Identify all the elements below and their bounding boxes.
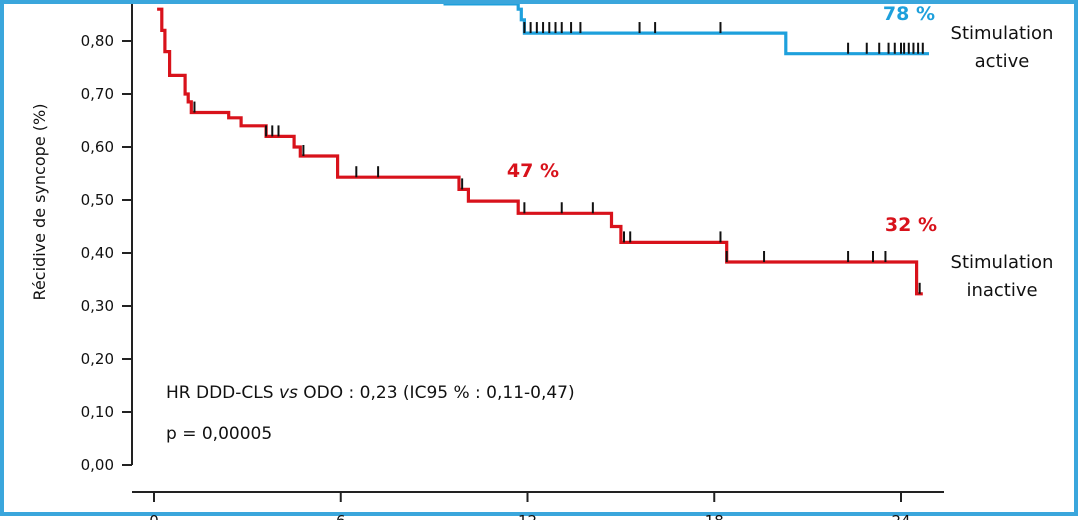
x-tick-label: 12 xyxy=(518,512,537,520)
inactive-end-percent: 32 % xyxy=(885,214,937,236)
x-tick-label: 24 xyxy=(891,512,910,520)
inactive-label-line2: inactive xyxy=(966,280,1037,301)
y-tick-label: 0,60 xyxy=(81,138,114,156)
active-label-line2: active xyxy=(975,51,1030,72)
inactive-label-line1: Stimulation xyxy=(951,252,1054,273)
y-axis-label: Récidive de syncope (%) xyxy=(30,104,49,301)
axes: 0,00 0,10 0,20 0,30 0,40 0,50 0,60 0,70 0,80 0 6 12… xyxy=(81,4,944,520)
y-tick-label: 0,30 xyxy=(81,297,114,315)
y-tick-label: 0,50 xyxy=(81,191,114,209)
y-tick-label: 0,10 xyxy=(81,403,114,421)
p-value-annotation: p = 0,00005 xyxy=(166,424,272,444)
curves xyxy=(157,4,929,296)
inactive-curve xyxy=(157,7,923,296)
x-tick-label: 18 xyxy=(705,512,724,520)
hr-annotation: HR DDD-CLS vs ODO : 0,23 (IC95 % : 0,11-… xyxy=(166,383,575,403)
y-tick-label: 0,20 xyxy=(81,350,114,368)
y-tick-label: 0,70 xyxy=(81,85,114,103)
km-chart: 0,00 0,10 0,20 0,30 0,40 0,50 0,60 0,70 0,80 0 6 12… xyxy=(30,4,1054,520)
active-curve xyxy=(443,4,929,56)
inactive-mid-percent: 47 % xyxy=(507,160,559,182)
y-tick-label: 0,80 xyxy=(81,32,114,50)
y-tick-label: 0,00 xyxy=(81,456,114,474)
censor-marks xyxy=(193,22,924,294)
y-tick-label: 0,40 xyxy=(81,244,114,262)
x-tick-label: 0 xyxy=(149,512,159,520)
active-end-percent: 78 % xyxy=(883,4,935,25)
active-label-line1: Stimulation xyxy=(951,23,1054,44)
x-tick-label: 6 xyxy=(336,512,346,520)
